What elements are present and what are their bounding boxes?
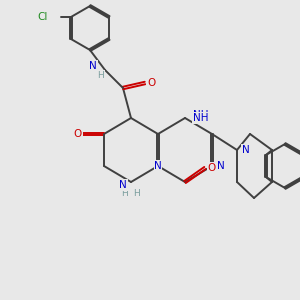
Text: N: N	[242, 145, 250, 155]
Text: N: N	[154, 161, 162, 171]
Text: H: H	[133, 190, 140, 199]
Text: O: O	[147, 78, 155, 88]
Text: NH: NH	[193, 110, 208, 120]
Text: N: N	[119, 180, 127, 190]
Text: N: N	[89, 61, 97, 71]
Text: N: N	[217, 161, 225, 171]
Text: Cl: Cl	[38, 12, 48, 22]
Text: N: N	[118, 182, 126, 192]
Text: O: O	[74, 129, 82, 139]
Text: H: H	[121, 190, 128, 199]
Text: NH: NH	[193, 113, 208, 123]
Text: O: O	[208, 163, 216, 173]
Text: H: H	[98, 70, 104, 80]
Text: N: N	[217, 161, 225, 171]
